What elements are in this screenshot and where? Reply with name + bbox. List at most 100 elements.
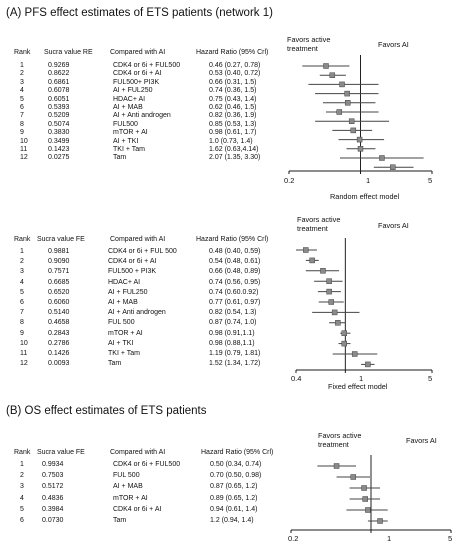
row-comparison: CDK4 or 6i + FUL 500 — [108, 248, 177, 255]
row-rank: 6 — [20, 104, 24, 111]
point-estimate — [331, 309, 338, 316]
row-comparison: CDK4 or 6i + FUL500 — [113, 62, 181, 69]
favors-active-label: Favors active treatment — [297, 215, 341, 233]
row-comparison: CDK4 or 6i + FUL500 — [113, 461, 181, 468]
point-estimate — [333, 463, 340, 469]
row-comparison: AI + Anti androgen — [113, 112, 171, 120]
header-compared: Compared with AI — [110, 49, 166, 56]
point-estimate — [341, 340, 348, 347]
row-rank: 4 — [20, 87, 24, 95]
row-hazard-ratio: 0.62 (0.46, 1.5) — [209, 104, 257, 111]
row-hazard-ratio: 0.82 (0.36, 1.9) — [209, 112, 257, 120]
header-rank: Rank — [14, 449, 31, 456]
favors-ai-label: Favors AI — [406, 436, 437, 445]
row-comparison: TKI + Tam — [113, 146, 145, 153]
header-rank: Rank — [14, 236, 31, 243]
header-compared: Compared with AI — [110, 449, 166, 456]
point-estimate — [379, 155, 385, 161]
point-estimate — [357, 146, 364, 152]
header-hr: Hazard Ratio (95% Crl) — [196, 236, 269, 243]
row-hazard-ratio: 0.77 (0.61, 0.97) — [209, 299, 261, 306]
row-sucra: 0.2843 — [48, 329, 70, 337]
point-estimate — [361, 485, 367, 491]
header-sucra: Sucra value FE — [37, 236, 85, 243]
row-hazard-ratio: 0.66 (0.48, 0.89) — [209, 268, 261, 276]
favors-active-label: Favors active treatment — [287, 35, 331, 53]
row-rank: 2 — [20, 472, 24, 480]
row-comparison: AI + MAB — [113, 104, 143, 111]
row-comparison: FUL500 — [113, 120, 138, 128]
row-hazard-ratio: 0.53 (0.40, 0.72) — [209, 70, 261, 78]
row-sucra: 0.9269 — [48, 62, 70, 69]
point-estimate — [336, 109, 343, 115]
row-sucra: 0.6078 — [48, 87, 70, 95]
axis-tick-label: 0.2 — [288, 534, 299, 543]
point-estimate — [362, 496, 368, 502]
point-estimate — [335, 320, 341, 326]
row-hazard-ratio: 0.74 (0.60.0.92) — [209, 288, 259, 296]
point-estimate — [339, 81, 345, 88]
row-comparison: mTOR + AI — [108, 329, 143, 337]
row-hazard-ratio: 1.2 (0.94, 1.4) — [210, 517, 254, 524]
row-sucra: 0.4836 — [42, 494, 64, 502]
row-rank: 12 — [20, 360, 28, 368]
row-sucra: 0.5172 — [42, 483, 64, 491]
row-comparison: CDK4 or 6i + AI — [113, 505, 162, 513]
row-comparison: Tam — [108, 360, 122, 368]
row-rank: 8 — [20, 120, 24, 128]
point-estimate — [344, 100, 351, 106]
axis-tick-label: 5 — [428, 374, 433, 383]
row-sucra: 0.0093 — [48, 360, 70, 368]
row-hazard-ratio: 1.19 (0.79, 1.81) — [209, 350, 261, 357]
row-sucra: 0.5209 — [48, 112, 70, 120]
header-sucra: Sucra value FE — [37, 449, 85, 456]
header-rank: Rank — [14, 49, 31, 56]
row-sucra: 0.6051 — [48, 95, 70, 103]
row-rank: 6 — [20, 299, 24, 306]
row-rank: 10 — [20, 339, 28, 347]
axis-tick-label: 5 — [428, 176, 433, 185]
axis-tick-label: 1 — [387, 534, 392, 543]
axis-tick-label: 5 — [448, 534, 453, 543]
row-hazard-ratio: 1.62 (0.63,4.14) — [209, 146, 259, 153]
row-rank: 5 — [20, 505, 24, 513]
row-comparison: AI + FUL250 — [113, 87, 153, 95]
row-comparison: mTOR + AI — [113, 494, 148, 502]
row-sucra: 0.5393 — [48, 104, 70, 111]
row-comparison: CDK4 or 6i + AI — [113, 70, 162, 78]
row-hazard-ratio: 0.82 (0.54, 1.3) — [209, 309, 257, 317]
row-comparison: FUL 500 — [113, 472, 140, 480]
row-sucra: 0.0730 — [42, 517, 64, 524]
row-rank: 4 — [20, 494, 24, 502]
favors-ai-label: Favors AI — [378, 40, 409, 49]
row-hazard-ratio: 0.66 (0.31, 1.5) — [209, 78, 257, 86]
point-estimate — [351, 351, 358, 357]
row-comparison: AI + Anti androgen — [108, 309, 166, 317]
row-sucra: 0.8622 — [48, 70, 70, 78]
point-estimate — [329, 72, 336, 78]
header-hr: Hazard Ratio (95% Crl) — [201, 449, 274, 456]
row-comparison: AI + MAB — [113, 483, 143, 491]
row-hazard-ratio: 0.54 (0.48, 0.61) — [209, 258, 261, 266]
point-estimate — [341, 330, 348, 336]
row-sucra: 0.6060 — [48, 299, 70, 306]
row-sucra: 0.7503 — [42, 472, 64, 480]
row-comparison: FUL500 + PI3K — [108, 268, 157, 276]
row-comparison: FUL 500 — [108, 319, 135, 327]
row-rank: 1 — [20, 461, 24, 468]
row-hazard-ratio: 1.52 (1.34, 1.72) — [209, 360, 261, 368]
point-estimate — [365, 361, 371, 368]
panel-a1-title: (A) PFS effect estimates of ETS patients… — [6, 7, 273, 19]
row-sucra: 0.9090 — [48, 258, 70, 266]
row-comparison: AI + TKI — [113, 137, 139, 145]
row-hazard-ratio: 0.98 (0.61, 1.7) — [209, 129, 257, 137]
row-rank: 9 — [20, 129, 24, 137]
row-rank: 6 — [20, 517, 24, 524]
point-estimate — [356, 136, 363, 143]
point-estimate — [350, 127, 357, 134]
header-sucra: Sucra value RE — [44, 49, 93, 56]
row-sucra: 0.9881 — [48, 248, 70, 255]
row-rank: 12 — [20, 154, 28, 162]
panel-b-title: (B) OS effect estimates of ETS patients — [6, 405, 207, 417]
row-rank: 7 — [20, 112, 24, 120]
